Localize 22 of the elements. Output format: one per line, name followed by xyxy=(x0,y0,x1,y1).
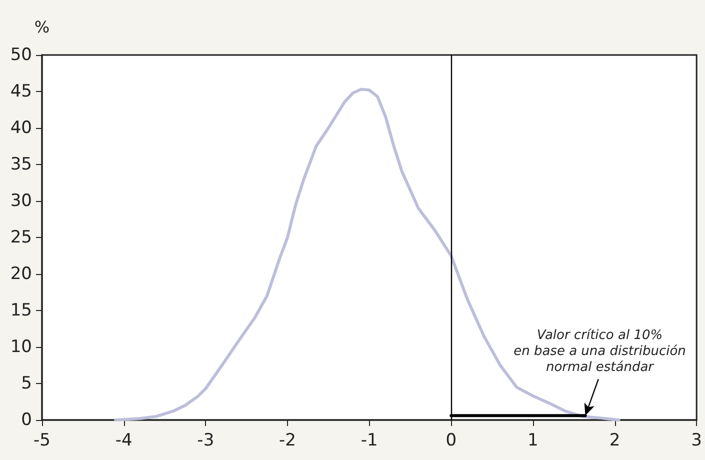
y-tick-label: 25 xyxy=(10,228,32,248)
x-tick-label: 0 xyxy=(446,430,457,450)
y-axis-title: % xyxy=(34,18,50,36)
y-tick-label: 50 xyxy=(10,45,32,65)
y-tick-label: 40 xyxy=(10,118,32,138)
x-tick-label: -4 xyxy=(115,430,132,450)
y-tick-label: 5 xyxy=(21,374,32,394)
y-tick-label: 35 xyxy=(10,154,32,174)
y-tick-label: 0 xyxy=(21,410,32,430)
y-tick-label: 20 xyxy=(10,264,32,284)
x-tick-label: -1 xyxy=(360,430,378,450)
annotation: Valor crítico al 10% en base a una distribución normal estándar xyxy=(514,328,686,375)
x-tick-label: -5 xyxy=(34,430,50,450)
x-tick-label: -3 xyxy=(197,430,214,450)
x-tick-label: 3 xyxy=(691,430,702,450)
x-tick-label: 1 xyxy=(528,430,538,450)
y-tick-label: 10 xyxy=(10,337,32,357)
x-tick-label: -2 xyxy=(278,430,296,450)
x-tick-label: 2 xyxy=(609,430,620,450)
y-tick-label: 45 xyxy=(10,82,32,102)
y-tick-label: 30 xyxy=(10,191,32,211)
y-tick-label: 15 xyxy=(10,300,32,320)
